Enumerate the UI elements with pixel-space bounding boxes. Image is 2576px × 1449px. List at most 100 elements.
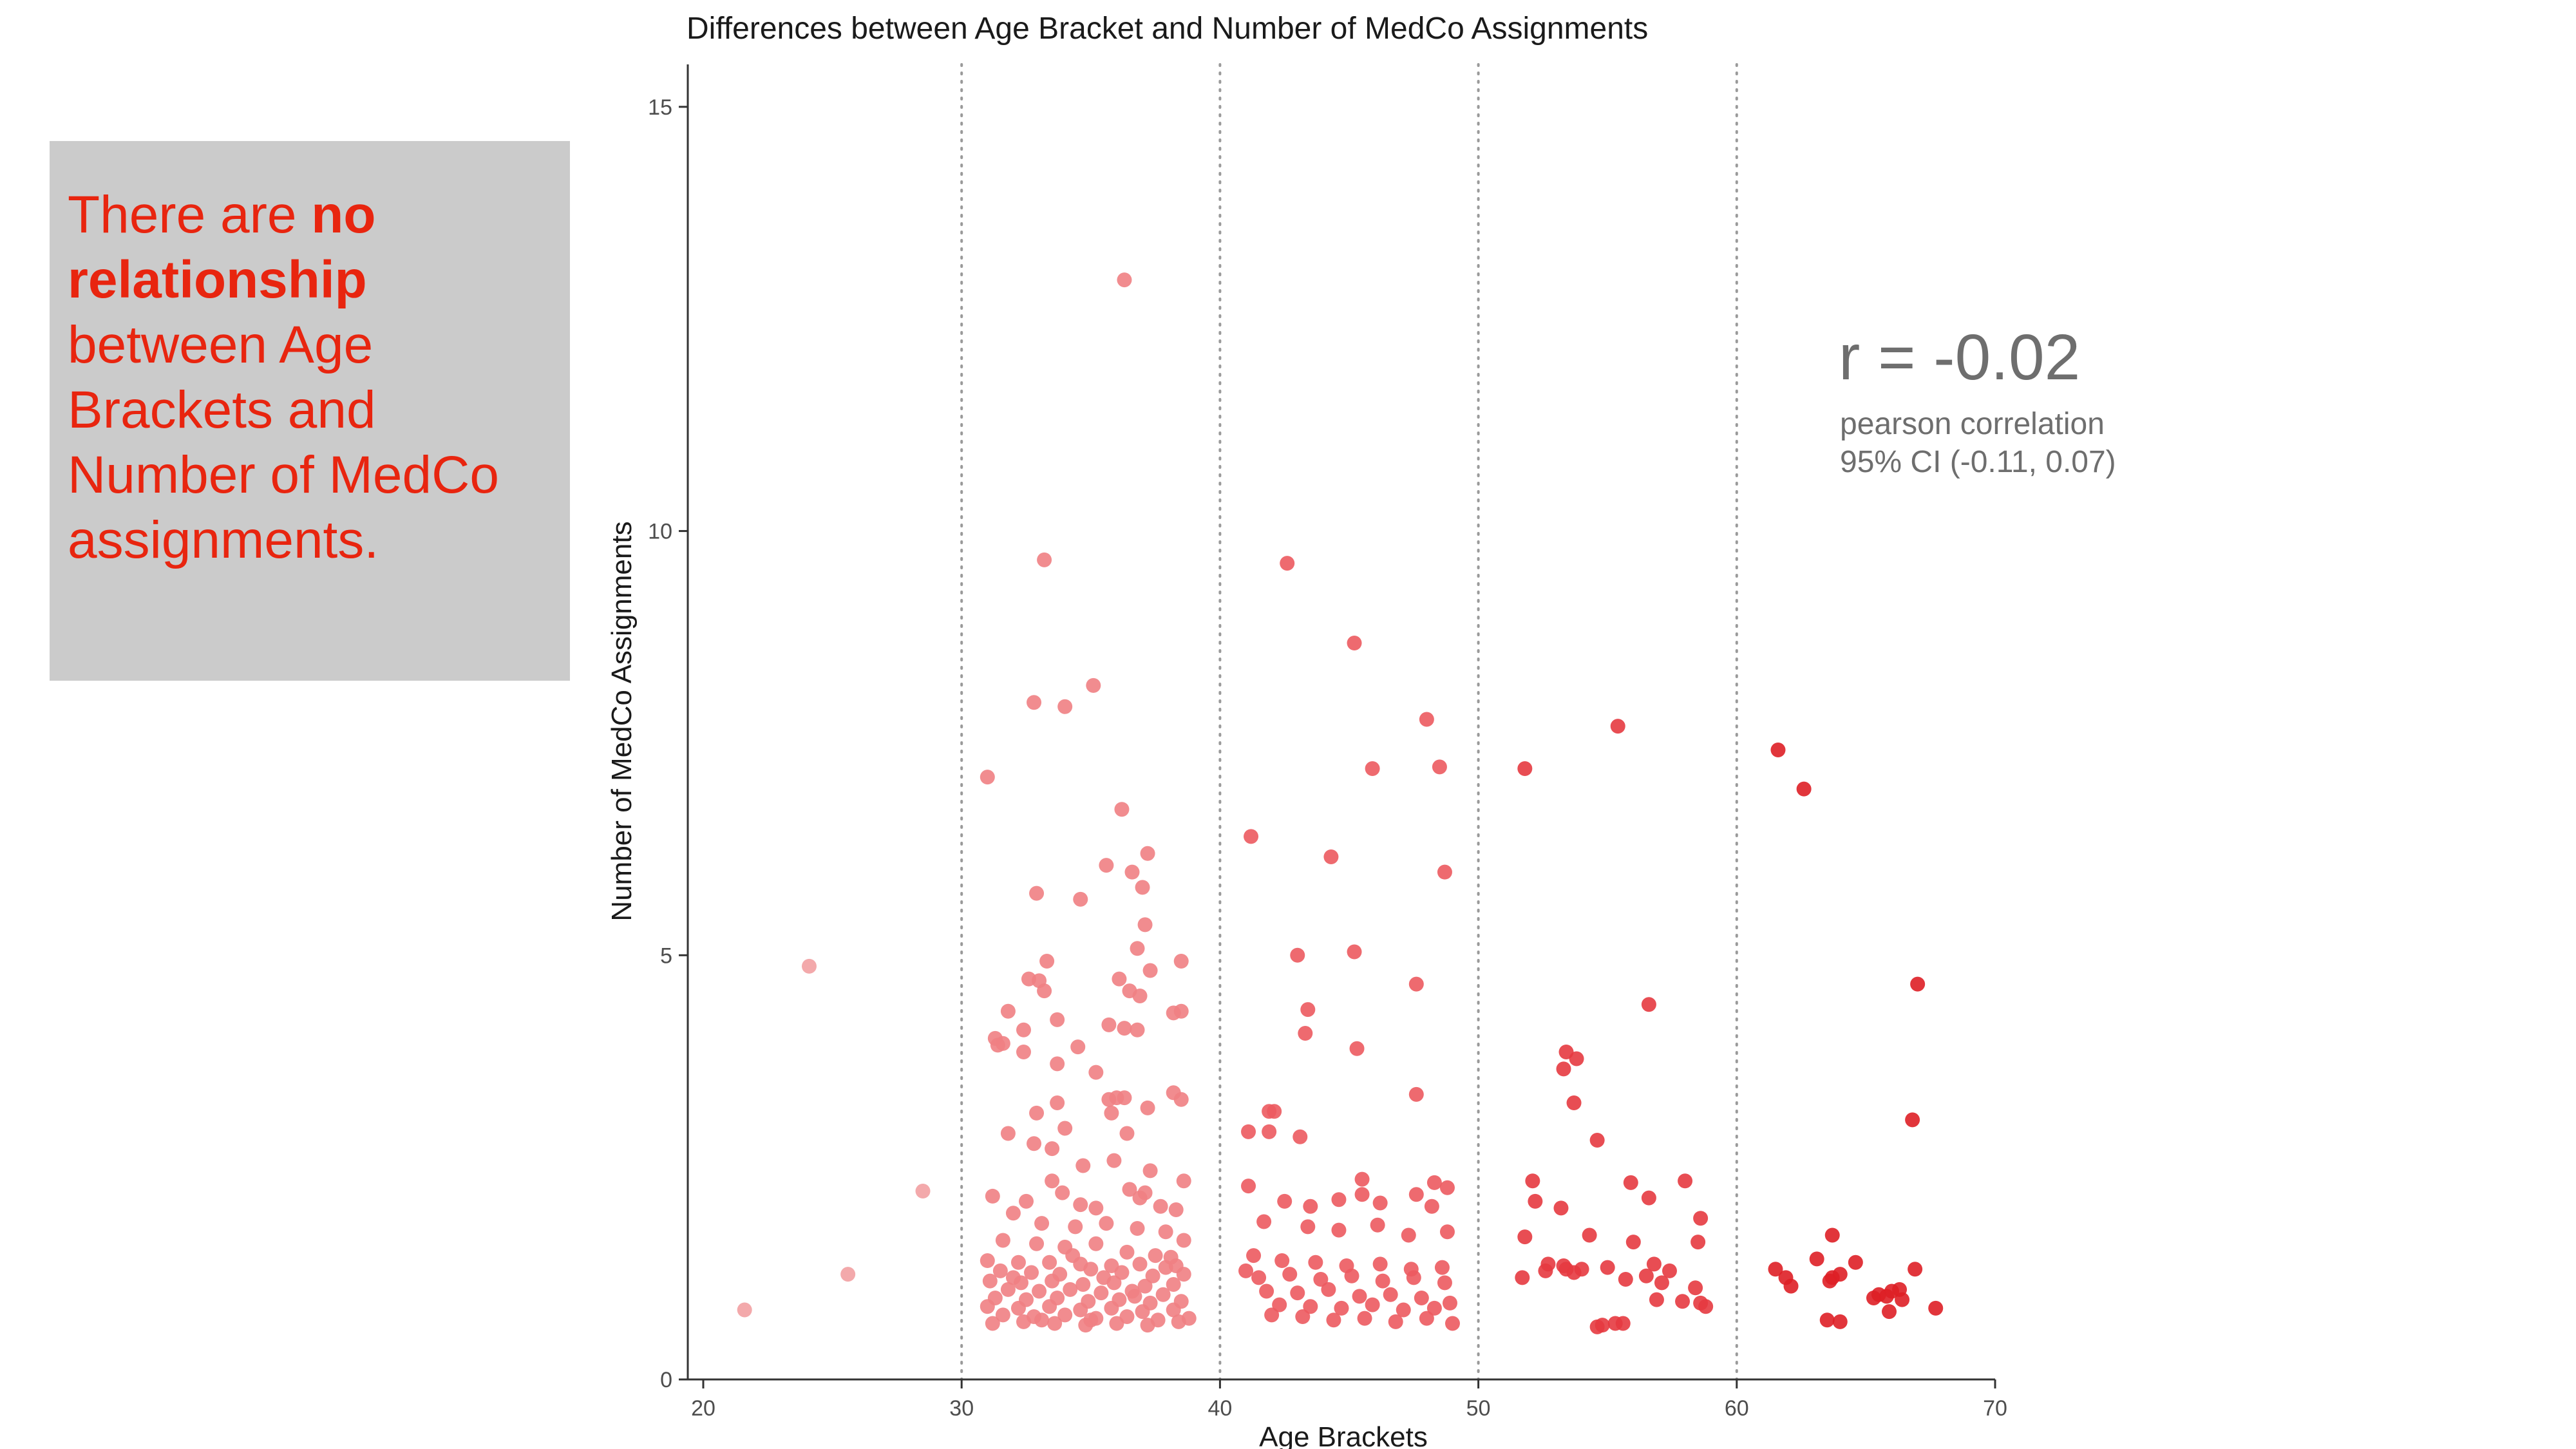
data-point xyxy=(1055,1185,1070,1200)
data-point xyxy=(1365,1297,1380,1312)
data-point xyxy=(1158,1224,1173,1240)
data-point xyxy=(1515,1270,1530,1285)
data-point xyxy=(1678,1173,1693,1189)
data-point xyxy=(1099,1216,1114,1231)
data-point xyxy=(1615,1316,1631,1331)
data-point xyxy=(1649,1292,1664,1307)
data-point xyxy=(1293,1129,1308,1144)
data-point xyxy=(1326,1312,1341,1328)
data-point xyxy=(1295,1309,1311,1325)
axis-ticks: 20 30 40 50 60 70 0 5 10 15 xyxy=(648,95,2007,1421)
correlation-value: r = -0.02 xyxy=(1839,321,2081,393)
y-tick-label: 0 xyxy=(660,1368,672,1392)
data-point xyxy=(1354,1171,1370,1187)
data-point xyxy=(1086,677,1101,693)
data-point xyxy=(980,770,995,785)
data-point xyxy=(1073,1197,1088,1213)
data-point xyxy=(1155,1287,1171,1302)
data-point xyxy=(1625,1235,1641,1250)
data-point xyxy=(1824,1227,1840,1243)
x-axis-label: Age Brackets xyxy=(1259,1421,1428,1449)
data-point xyxy=(1372,1195,1388,1211)
data-point xyxy=(1034,1312,1050,1328)
data-point xyxy=(1176,1267,1191,1282)
data-point xyxy=(1832,1314,1848,1329)
data-point xyxy=(1610,719,1625,734)
data-point xyxy=(1029,886,1045,901)
x-tick-label: 70 xyxy=(1983,1396,2007,1421)
data-point xyxy=(1303,1299,1318,1314)
data-point xyxy=(1094,1285,1109,1301)
data-point xyxy=(1050,1056,1065,1072)
data-point xyxy=(985,1316,1000,1331)
x-tick-label: 50 xyxy=(1466,1396,1491,1421)
annotation-text-end: between Age Brackets and Number of MedCo… xyxy=(68,316,499,569)
data-point xyxy=(1298,1025,1313,1041)
data-point xyxy=(1117,1090,1132,1106)
data-point xyxy=(1432,759,1447,775)
data-point xyxy=(1419,712,1434,727)
data-point xyxy=(1698,1299,1714,1314)
data-point xyxy=(1414,1291,1429,1306)
data-point xyxy=(1122,1182,1137,1197)
data-point xyxy=(1132,1256,1148,1272)
data-point xyxy=(1434,1260,1450,1275)
data-point xyxy=(1426,1300,1442,1316)
data-point xyxy=(1045,1273,1060,1289)
data-point xyxy=(1600,1260,1615,1275)
data-point xyxy=(1396,1302,1411,1318)
data-point xyxy=(1024,1265,1039,1280)
data-point xyxy=(1119,1244,1135,1260)
y-tick-label: 15 xyxy=(648,95,672,120)
annotation-text-start: There are xyxy=(68,185,312,244)
x-tick-label: 30 xyxy=(949,1396,974,1421)
data-point xyxy=(1050,1012,1065,1027)
data-point xyxy=(1039,954,1055,969)
data-point xyxy=(1908,1262,1923,1277)
data-point xyxy=(1375,1273,1390,1289)
data-point xyxy=(1241,1179,1256,1194)
data-point xyxy=(737,1302,752,1318)
data-point xyxy=(1148,1248,1163,1264)
data-point xyxy=(1246,1248,1262,1264)
data-point xyxy=(1370,1217,1385,1233)
data-point xyxy=(1323,849,1339,864)
data-point xyxy=(1895,1292,1910,1307)
data-point xyxy=(1437,864,1452,880)
data-point xyxy=(1267,1104,1282,1119)
data-point xyxy=(1313,1272,1329,1287)
data-point xyxy=(1034,1216,1050,1231)
data-point xyxy=(1117,272,1132,288)
data-point xyxy=(1073,891,1088,907)
data-point xyxy=(915,1184,931,1199)
data-point xyxy=(1688,1280,1703,1296)
data-point xyxy=(1000,1003,1016,1019)
data-point xyxy=(1408,1086,1424,1102)
data-point xyxy=(1372,1256,1388,1272)
data-point xyxy=(1300,1002,1316,1018)
data-point xyxy=(1057,1307,1073,1323)
data-point xyxy=(1140,1318,1155,1333)
data-point xyxy=(1848,1255,1863,1270)
data-point xyxy=(1130,1022,1145,1037)
data-point xyxy=(1166,1302,1181,1318)
data-point xyxy=(1444,1316,1460,1331)
data-point xyxy=(1928,1300,1944,1316)
data-point xyxy=(1638,1268,1654,1283)
data-point xyxy=(1112,971,1127,987)
data-point xyxy=(1238,1263,1254,1278)
data-point xyxy=(1057,699,1073,714)
data-point xyxy=(1132,989,1148,1004)
data-point xyxy=(980,1253,995,1269)
data-point xyxy=(1408,1187,1424,1202)
data-point xyxy=(1538,1263,1553,1278)
data-point xyxy=(1321,1282,1336,1297)
data-point xyxy=(1045,1173,1060,1189)
data-point xyxy=(1137,917,1153,933)
data-point xyxy=(1866,1291,1881,1306)
data-point xyxy=(982,1273,998,1289)
data-point xyxy=(1334,1300,1349,1316)
data-point xyxy=(1822,1273,1837,1289)
data-point xyxy=(1005,1270,1021,1285)
